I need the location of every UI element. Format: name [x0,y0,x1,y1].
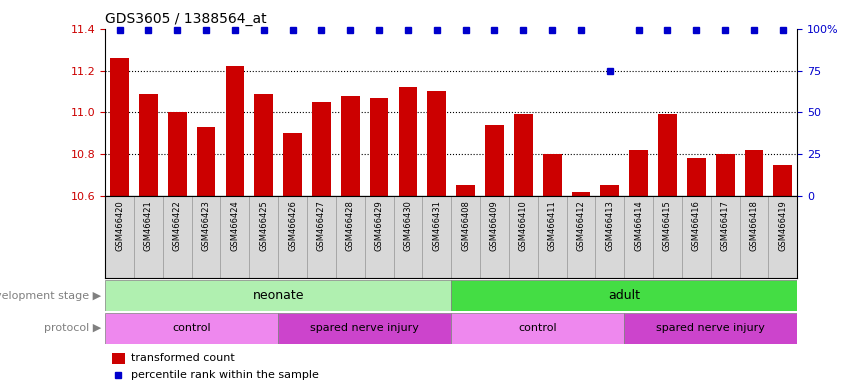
Text: GSM466409: GSM466409 [490,200,499,251]
Text: GSM466431: GSM466431 [432,200,442,251]
Bar [312,102,331,196]
Text: development stage ▶: development stage ▶ [0,291,101,301]
Bar [399,87,417,196]
Bar [687,158,706,196]
Bar [225,66,244,196]
Text: GSM466415: GSM466415 [663,200,672,251]
Bar [716,154,734,196]
Bar [139,94,158,196]
Text: protocol ▶: protocol ▶ [44,323,101,333]
Bar [457,185,475,196]
Text: GSM466423: GSM466423 [202,200,210,251]
Text: spared nerve injury: spared nerve injury [656,323,765,333]
Bar [451,313,624,344]
Bar [197,127,215,196]
Text: GSM466411: GSM466411 [547,200,557,251]
Text: GSM466422: GSM466422 [172,200,182,251]
Text: GDS3605 / 1388564_at: GDS3605 / 1388564_at [105,12,267,26]
Bar [624,313,797,344]
Text: neonate: neonate [252,289,304,302]
Bar [514,114,532,196]
Text: control: control [172,323,211,333]
Bar [485,125,504,196]
Bar [451,280,797,311]
Bar [542,154,562,196]
Text: GSM466419: GSM466419 [779,200,787,251]
Bar [427,91,446,196]
Bar [629,150,648,196]
Bar [283,133,302,196]
Text: transformed count: transformed count [131,353,235,364]
Bar [168,112,187,196]
Bar [774,164,792,196]
Text: GSM466424: GSM466424 [230,200,240,251]
Text: percentile rank within the sample: percentile rank within the sample [131,370,320,380]
Text: GSM466429: GSM466429 [374,200,383,251]
Bar [254,94,273,196]
Bar [659,114,677,196]
Text: spared nerve injury: spared nerve injury [310,323,419,333]
Bar [110,58,129,196]
Text: GSM466421: GSM466421 [144,200,153,251]
Text: GSM466426: GSM466426 [288,200,297,251]
Bar [112,353,124,364]
Bar [105,313,278,344]
Text: GSM466410: GSM466410 [519,200,528,251]
Bar [600,185,619,196]
Text: GSM466408: GSM466408 [461,200,470,251]
Text: GSM466428: GSM466428 [346,200,355,251]
Bar [341,96,360,196]
Text: adult: adult [608,289,640,302]
Bar [278,313,451,344]
Text: GSM466430: GSM466430 [404,200,412,251]
Text: control: control [518,323,557,333]
Bar [744,150,764,196]
Text: GSM466418: GSM466418 [749,200,759,251]
Text: GSM466427: GSM466427 [317,200,326,251]
Text: GSM466414: GSM466414 [634,200,643,251]
Text: GSM466420: GSM466420 [115,200,124,251]
Text: GSM466425: GSM466425 [259,200,268,251]
Bar [572,192,590,196]
Text: GSM466412: GSM466412 [576,200,585,251]
Text: GSM466413: GSM466413 [606,200,614,251]
Bar [370,98,389,196]
Text: GSM466416: GSM466416 [692,200,701,251]
Text: GSM466417: GSM466417 [721,200,730,251]
Bar [105,280,451,311]
